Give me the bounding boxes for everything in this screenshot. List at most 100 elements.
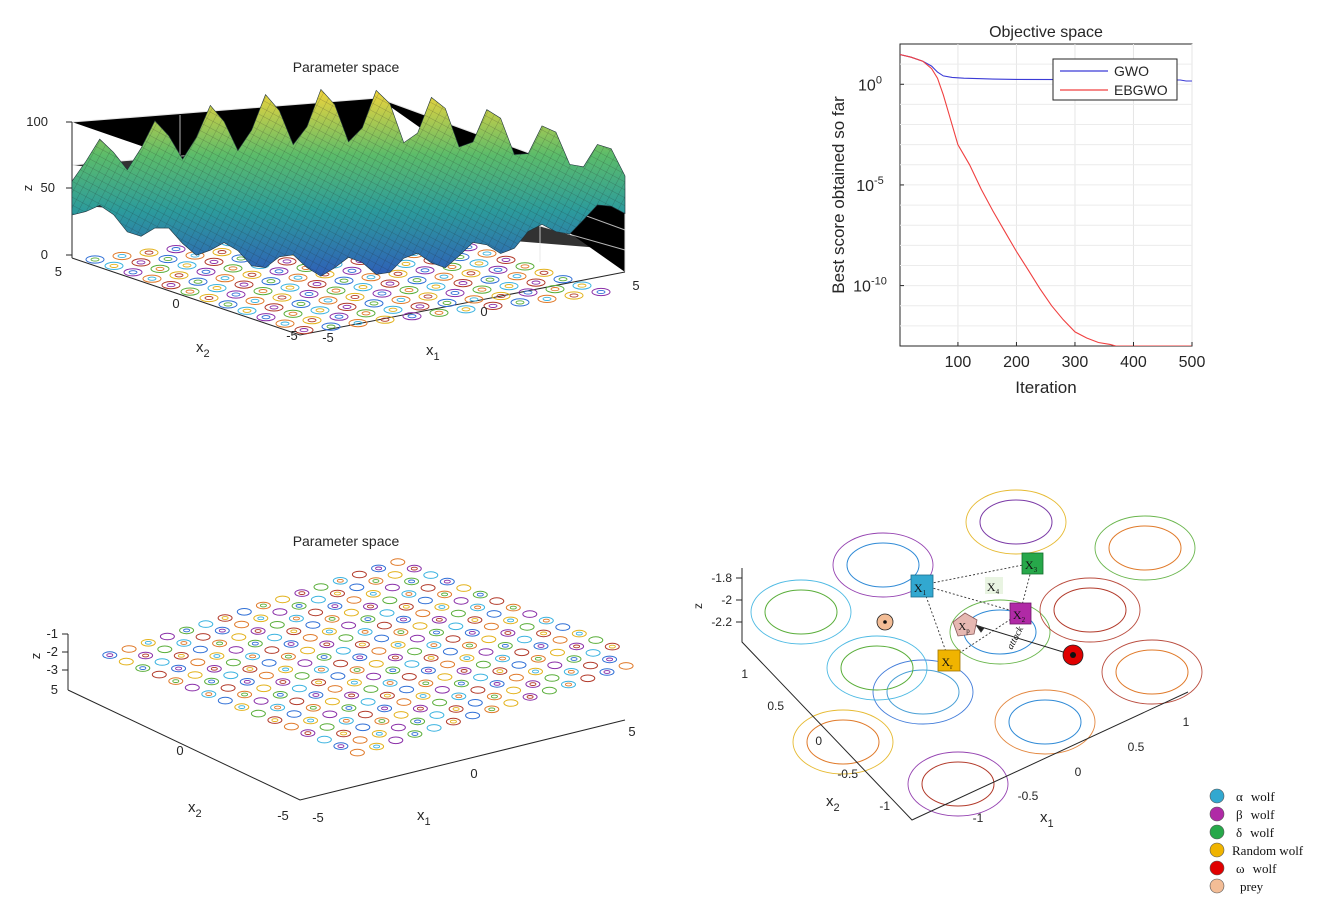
omega-wolf-marker [1062,644,1084,666]
contour-ring [531,280,541,285]
contour-ring [296,301,306,306]
contour-ring [493,267,503,272]
contour-ring [550,287,560,292]
contour-ring [496,255,516,264]
surface-x1-label: x1 [426,342,440,363]
zoom-contour [979,499,1053,545]
zoom-contour [1008,699,1082,745]
objective-chart: Objective space 100 200 300 400 500 10010-51… [829,24,1205,397]
contour-ring [338,634,354,642]
zoom-x1-tick: -0.5 [1018,789,1039,803]
contour-ring [201,269,211,274]
contour-ring [371,730,387,738]
contour-ring [485,277,495,282]
contour-ring [486,610,502,618]
contour-ring [280,283,300,292]
contour-ring [401,261,411,266]
contour-ring [177,261,197,270]
contour-ring [346,596,362,604]
contour-ring [335,647,351,655]
contour-ring [329,312,349,321]
contour-ring [154,658,170,666]
contour-ring [461,307,471,312]
contour-ring [523,290,533,295]
contour-ring [462,641,477,650]
contour-ring [205,692,213,696]
contour-ring [380,279,400,288]
contour-ring [464,295,484,304]
contour-ring [336,729,352,738]
contour-ring [553,275,573,284]
contour-ring [542,296,552,301]
contour-ring [303,716,319,725]
contour-ring [541,686,557,695]
contour-ring [334,276,354,285]
contour-ring [340,731,348,736]
contour-ring [528,667,543,676]
contour-ring [323,298,333,303]
contour-ring [341,621,357,630]
contour-ring [558,277,568,282]
contour-ring [312,282,322,287]
contour-ring [298,591,306,595]
contour-ring [575,631,583,636]
contour-ring [369,301,379,306]
contour-ring [280,652,296,661]
attack-label: attack [1005,624,1026,651]
contour-ring [423,571,439,579]
contour-ring [241,692,249,697]
contour-ring [422,681,430,686]
x2-marker-label: X2 [1013,608,1026,624]
contour-ring [253,697,269,705]
contour-ring [433,630,440,635]
zoom-z-label: z [691,603,705,609]
contour-rings [102,558,634,757]
contour-ring [396,698,412,706]
x3-marker-label: X3 [1025,558,1038,574]
chart-x-tick-label: 500 [1179,354,1206,371]
contour-ring [311,678,327,687]
contour-ring [269,305,279,310]
contour-ring [420,584,436,592]
contour-ring [372,579,380,583]
contour-ring [180,641,188,645]
contour-ring [277,295,287,300]
contour-ring [118,657,134,666]
contour-ring [396,297,406,302]
contour-ring [437,590,453,599]
contour-ring [305,621,321,629]
contour-ring [332,577,348,585]
contour-ring [472,590,488,599]
contour-ring [390,558,406,566]
surface-mesh-grid [72,89,625,277]
contour-ring [318,296,338,305]
contour-ring [147,276,157,281]
contour-ring [409,634,425,643]
contour-ring [234,703,250,711]
contour-ring [204,677,220,686]
contour-ring [445,635,461,643]
contour-ring [251,641,259,646]
contour-ring [414,719,422,724]
legend-omega-label: ω wolf [1236,861,1277,876]
contour-ring [172,679,180,683]
contour-plot: Parameter space -1 -2 -3 z 5 0 -5 -5 0 5… [28,533,636,828]
contour-ring [294,672,310,680]
contour-ring [217,696,233,705]
contour-ring [327,602,343,610]
zoom-x2-label: x2 [826,793,840,814]
contour-ring [411,732,419,736]
contour-ring [386,681,394,685]
contour-ring [210,666,218,671]
contour-ring [283,309,303,318]
contour-ring [481,635,497,644]
contour-ring [423,294,433,299]
zoom-contour [792,709,894,775]
zoom-contour [921,761,995,807]
contour-ring [432,698,448,707]
contour-ring [253,614,269,623]
x4-marker-label: X4 [987,580,1000,596]
zoom-contour [832,532,934,598]
contour-ring [585,649,601,657]
xr-marker: Xr [937,649,961,672]
